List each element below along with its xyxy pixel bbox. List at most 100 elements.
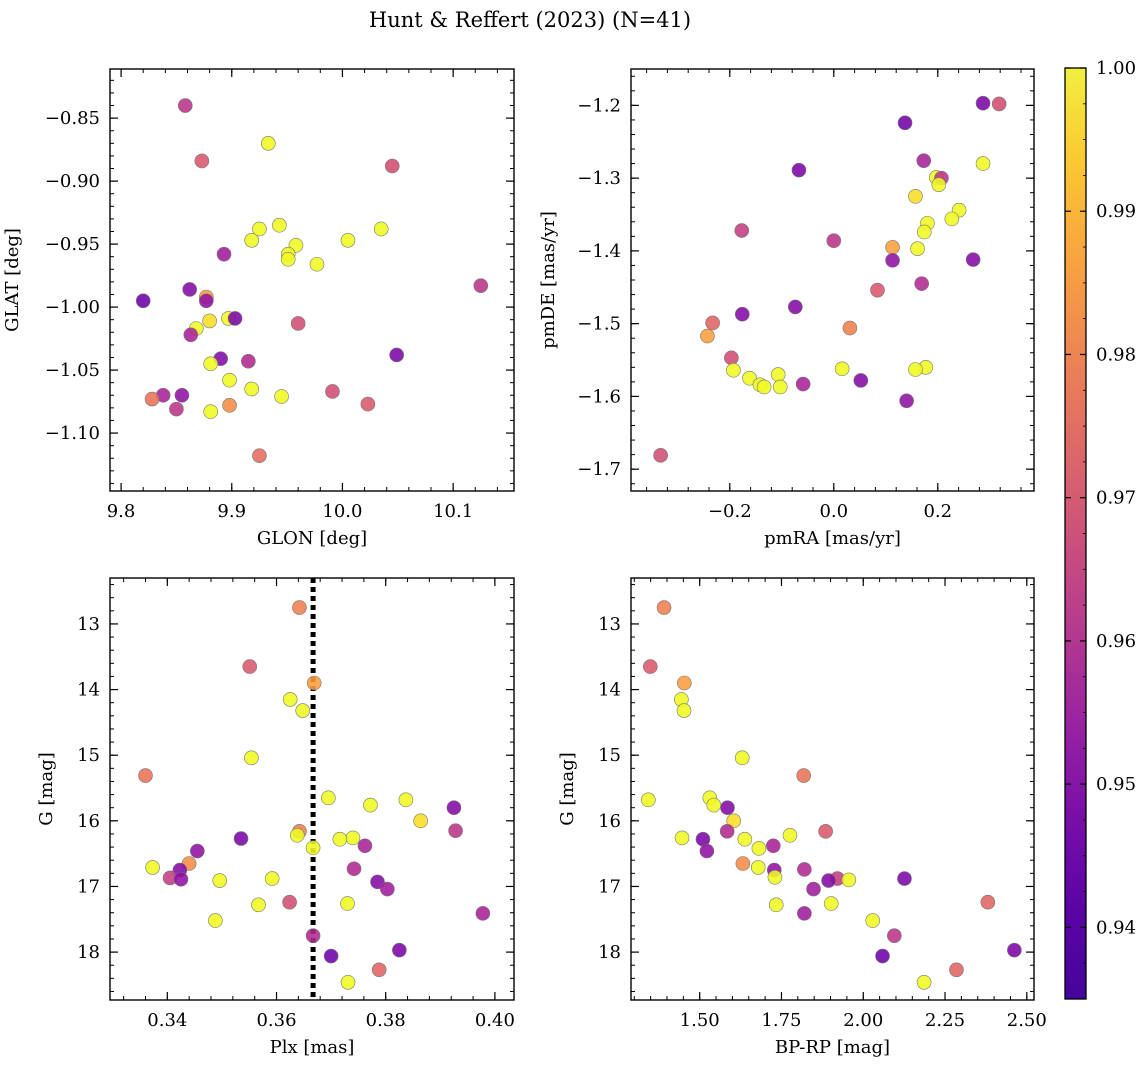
data-point — [726, 362, 741, 378]
data-point — [897, 115, 913, 131]
data-point — [280, 251, 296, 267]
y-tick-label: 14 — [598, 680, 621, 701]
data-point — [641, 792, 656, 808]
data-point — [875, 948, 890, 964]
data-point — [252, 221, 267, 237]
data-point — [965, 252, 981, 267]
data-point — [174, 387, 190, 403]
data-point — [826, 233, 842, 249]
data-point — [289, 827, 305, 843]
data-point — [949, 962, 964, 978]
panel-glon-glat: 9.8 9.9 10.0 10.1 −0.85 −0.90 −0.95 −1.00 −1.05 −… — [2, 68, 515, 549]
data-point — [750, 860, 766, 875]
x-tick-label: 2.25 — [925, 1010, 965, 1031]
data-point — [910, 241, 925, 257]
data-point — [887, 928, 902, 943]
panel-bprp-g: 1.50 1.75 2.00 2.25 2.50 13 14 15 16 17 18 BP-RP [m… — [557, 577, 1047, 1058]
data-point — [413, 813, 428, 829]
data-point — [212, 873, 228, 888]
data-point — [208, 913, 223, 928]
data-point — [169, 401, 184, 417]
data-point — [182, 282, 197, 297]
data-point — [202, 313, 217, 329]
y-axis-label: pmDE [mas/yr] — [538, 211, 559, 349]
x-tick-label: 2.00 — [843, 1010, 883, 1031]
data-point — [751, 841, 767, 856]
data-point — [699, 843, 715, 859]
data-point — [772, 379, 788, 395]
data-point — [264, 871, 280, 886]
x-tick-label: 1.75 — [761, 1010, 801, 1031]
data-point — [653, 448, 668, 463]
y-tick-label: 15 — [77, 745, 100, 766]
colorbar-tick-label: 0.99 — [1096, 201, 1136, 222]
data-point — [373, 221, 389, 237]
data-point — [194, 153, 210, 169]
data-point — [340, 896, 355, 911]
data-point — [797, 906, 812, 921]
y-tick-label: −1.05 — [45, 360, 100, 381]
data-point — [321, 790, 336, 806]
data-point — [203, 404, 219, 419]
x-tick-label: 10.0 — [322, 501, 362, 522]
colorbar-gradient — [1064, 67, 1087, 1000]
y-tick-label: 18 — [598, 942, 621, 963]
colorbar-tick-label: 0.95 — [1096, 774, 1136, 795]
data-point — [765, 838, 781, 854]
data-point — [305, 840, 321, 856]
data-point — [251, 897, 266, 913]
x-tick-label: 0.40 — [475, 1010, 515, 1031]
y-tick-label: −1.00 — [45, 297, 100, 318]
colorbar-tick-label: 0.98 — [1096, 344, 1136, 365]
data-point — [138, 768, 153, 783]
data-point — [865, 913, 881, 928]
data-point — [346, 861, 362, 877]
data-point — [357, 838, 373, 854]
data-point — [244, 381, 259, 397]
y-tick-label: −0.85 — [45, 108, 100, 129]
data-point — [242, 659, 258, 674]
data-point — [145, 860, 160, 875]
data-point — [841, 872, 857, 888]
data-point — [144, 391, 160, 407]
data-point — [834, 361, 850, 377]
x-axis-label: Plx [mas] — [270, 1037, 355, 1058]
data-point — [821, 873, 836, 888]
data-point — [885, 239, 900, 255]
x-axis-label: pmRA [mas/yr] — [764, 528, 901, 549]
data-point — [227, 311, 243, 326]
data-point — [190, 843, 205, 859]
data-point — [842, 320, 858, 336]
colorbar-tick-label: 0.94 — [1096, 917, 1136, 938]
y-tick-label: −0.90 — [45, 171, 100, 192]
figure-title: Hunt & Reffert (2023) (N=41) — [369, 8, 691, 32]
data-point — [756, 379, 772, 395]
y-tick-label: 16 — [77, 811, 100, 832]
data-point — [252, 448, 267, 464]
data-point — [475, 906, 491, 921]
data-point — [274, 389, 289, 404]
data-point — [292, 600, 307, 615]
data-point — [642, 659, 658, 674]
axes-frame — [630, 577, 1035, 1001]
data-point — [719, 824, 735, 839]
y-tick-label: −0.95 — [45, 234, 100, 255]
data-point — [818, 824, 833, 839]
data-point — [216, 246, 232, 262]
data-point — [260, 136, 276, 151]
data-point — [448, 823, 463, 838]
y-tick-label: −1.10 — [45, 423, 100, 444]
data-point — [656, 600, 672, 615]
y-tick-label: 13 — [598, 614, 621, 635]
data-point — [975, 156, 991, 171]
data-point — [282, 692, 298, 707]
y-axis-label: G [mag] — [557, 752, 578, 825]
data-point — [363, 797, 378, 813]
data-point — [914, 276, 929, 291]
colorbar-tick-label: 0.97 — [1096, 488, 1136, 509]
y-tick-label: −1.6 — [577, 386, 621, 407]
data-point — [398, 792, 414, 808]
y-tick-label: 14 — [77, 680, 100, 701]
data-point — [295, 703, 311, 718]
y-tick-label: −1.3 — [577, 168, 621, 189]
